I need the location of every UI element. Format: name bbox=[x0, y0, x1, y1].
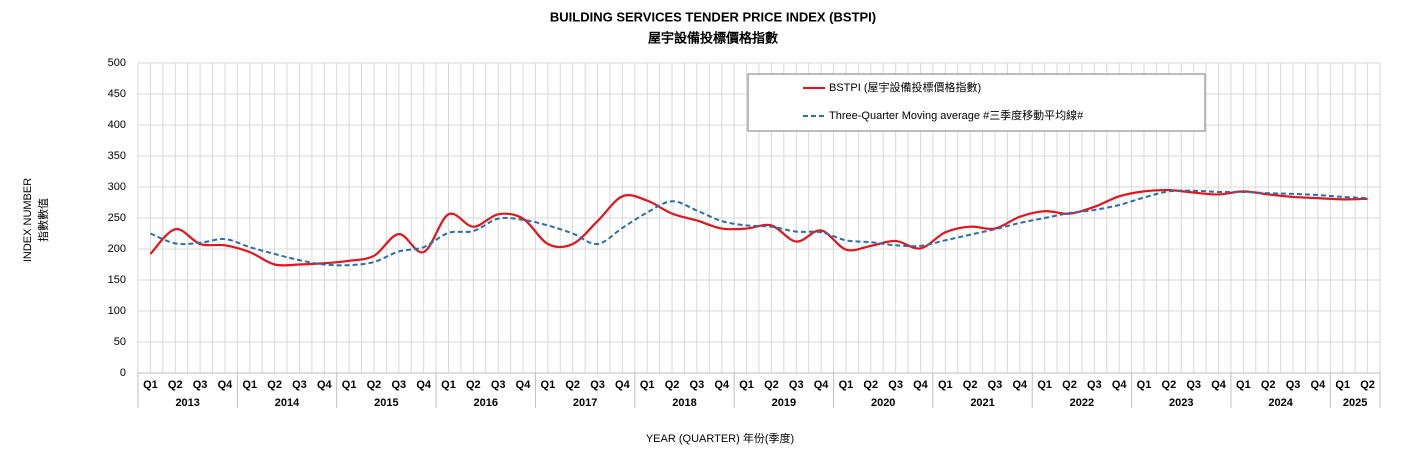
year-label: 2016 bbox=[474, 397, 498, 409]
x-tick-label: Q3 bbox=[292, 379, 307, 391]
x-tick-label: Q1 bbox=[739, 379, 754, 391]
x-tick-label: Q3 bbox=[690, 379, 705, 391]
x-tick-label: Q2 bbox=[1360, 379, 1375, 391]
x-tick-label: Q4 bbox=[1211, 379, 1227, 391]
x-tick-label: Q4 bbox=[416, 379, 432, 391]
x-tick-label: Q3 bbox=[1087, 379, 1102, 391]
y-tick-label: 300 bbox=[108, 181, 126, 193]
x-tick-label: Q2 bbox=[466, 379, 481, 391]
x-tick-label: Q4 bbox=[615, 379, 631, 391]
y-tick-label: 450 bbox=[108, 88, 126, 100]
x-tick-label: Q3 bbox=[193, 379, 208, 391]
x-tick-label: Q2 bbox=[963, 379, 978, 391]
year-label: 2017 bbox=[573, 397, 597, 409]
chart-title: BUILDING SERVICES TENDER PRICE INDEX (BS… bbox=[550, 9, 876, 24]
y-tick-label: 200 bbox=[108, 243, 126, 255]
x-tick-label: Q3 bbox=[391, 379, 406, 391]
x-tick-label: Q2 bbox=[863, 379, 878, 391]
chart-subtitle: 屋宇設備投標價格指數 bbox=[648, 30, 778, 45]
x-tick-label: Q1 bbox=[342, 379, 357, 391]
series-line bbox=[149, 188, 1368, 267]
year-label: 2023 bbox=[1169, 397, 1193, 409]
x-tick-label: Q2 bbox=[1261, 379, 1276, 391]
x-tick-label: Q1 bbox=[1137, 379, 1152, 391]
x-tick-label: Q4 bbox=[317, 379, 333, 391]
x-tick-label: Q3 bbox=[888, 379, 903, 391]
x-tick-label: Q1 bbox=[242, 379, 257, 391]
x-tick-label: Q3 bbox=[1286, 379, 1301, 391]
x-tick-label: Q3 bbox=[491, 379, 506, 391]
year-label: 2024 bbox=[1268, 397, 1293, 409]
x-tick-label: Q1 bbox=[541, 379, 556, 391]
legend: BSTPI (屋宇設備投標價格指數) Three-Quarter Moving a… bbox=[747, 73, 1206, 132]
y-tick-label: 0 bbox=[120, 367, 126, 379]
x-tick-label: Q2 bbox=[367, 379, 382, 391]
x-tick-label: Q1 bbox=[938, 379, 953, 391]
legend-box bbox=[747, 73, 1206, 132]
x-tick-label: Q1 bbox=[640, 379, 655, 391]
x-tick-label: Q4 bbox=[814, 379, 830, 391]
y-tick-label: 50 bbox=[114, 336, 126, 348]
x-tick-label: Q1 bbox=[1236, 379, 1251, 391]
year-label: 2015 bbox=[374, 397, 398, 409]
y-tick-label: 250 bbox=[108, 212, 126, 224]
x-tick-label: Q2 bbox=[665, 379, 680, 391]
year-label: 2014 bbox=[275, 397, 300, 409]
y-tick-label: 500 bbox=[108, 57, 126, 69]
y-tick-label: 350 bbox=[108, 150, 126, 162]
year-label: 2019 bbox=[772, 397, 796, 409]
x-tick-label: Q3 bbox=[789, 379, 804, 391]
x-tick-label: Q1 bbox=[1037, 379, 1052, 391]
y-axis-title: INDEX NUMBER bbox=[22, 178, 34, 262]
x-tick-label: Q2 bbox=[267, 379, 282, 391]
x-tick-label: Q2 bbox=[1162, 379, 1177, 391]
x-tick-label: Q1 bbox=[143, 379, 158, 391]
x-axis-title: YEAR (QUARTER) 年份(季度) bbox=[646, 431, 794, 445]
x-tick-label: Q4 bbox=[1112, 379, 1128, 391]
y-axis-title: 指數數值 bbox=[36, 198, 50, 242]
year-label: 2018 bbox=[672, 397, 696, 409]
year-label: 2013 bbox=[175, 397, 199, 409]
x-tick-label: Q2 bbox=[764, 379, 779, 391]
x-tick-label: Q2 bbox=[1062, 379, 1077, 391]
y-tick-label: 100 bbox=[108, 305, 126, 317]
legend-label: Three-Quarter Moving average #三季度移動平均線# bbox=[829, 108, 1084, 122]
x-tick-label: Q3 bbox=[590, 379, 605, 391]
year-label: 2025 bbox=[1343, 397, 1367, 409]
year-label: 2021 bbox=[970, 397, 994, 409]
x-tick-label: Q1 bbox=[441, 379, 456, 391]
y-tick-label: 150 bbox=[108, 274, 126, 286]
x-tick-label: Q4 bbox=[516, 379, 532, 391]
y-tick-label: 400 bbox=[108, 119, 126, 131]
x-tick-label: Q4 bbox=[218, 379, 234, 391]
x-tick-label: Q2 bbox=[565, 379, 580, 391]
x-tick-label: Q3 bbox=[988, 379, 1003, 391]
x-tick-label: Q3 bbox=[1186, 379, 1201, 391]
x-tick-label: Q2 bbox=[168, 379, 183, 391]
x-tick-label: Q4 bbox=[913, 379, 929, 391]
x-tick-label: Q4 bbox=[714, 379, 730, 391]
year-label: 2020 bbox=[871, 397, 895, 409]
x-tick-label: Q4 bbox=[1311, 379, 1327, 391]
legend-label: BSTPI (屋宇設備投標價格指數) bbox=[829, 80, 981, 94]
x-tick-label: Q4 bbox=[1012, 379, 1028, 391]
year-label: 2022 bbox=[1070, 397, 1094, 409]
x-tick-label: Q1 bbox=[1335, 379, 1350, 391]
x-tick-label: Q1 bbox=[839, 379, 854, 391]
